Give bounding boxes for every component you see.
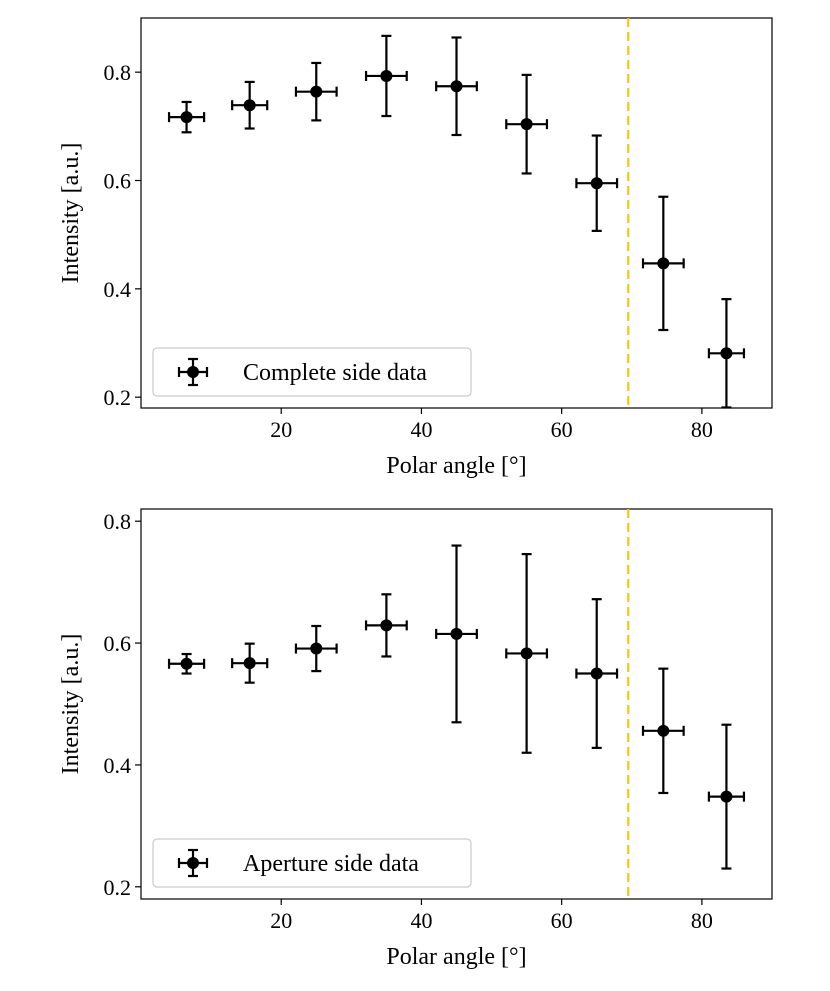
data-point-group	[435, 36, 478, 137]
x-tick-label: 80	[691, 417, 713, 442]
data-point-group	[231, 80, 269, 130]
x-tick-label: 40	[410, 417, 432, 442]
x-axis-label: Polar angle [°]	[386, 944, 526, 970]
data-point	[720, 790, 733, 803]
data-point-group	[294, 624, 338, 673]
legend-marker-point	[187, 366, 199, 378]
chart-panel-2: 20 40 60 80 0.2 0.4 0.6 0.8 Polar angle [°] Inten…	[58, 508, 773, 970]
data-point-group	[231, 642, 269, 684]
data-point-group	[364, 593, 408, 658]
y-tick-label: 0.2	[104, 385, 132, 410]
data-point	[720, 347, 733, 360]
legend-label: Aperture side data	[243, 851, 419, 877]
plot-frame	[140, 17, 773, 409]
x-tick-label: 40	[410, 908, 432, 933]
data-point	[180, 111, 193, 124]
data-point-group	[294, 61, 338, 122]
legend-label: Complete side data	[243, 360, 427, 386]
data-point	[380, 619, 393, 632]
y-tick-label: 0.8	[104, 60, 132, 85]
data-point-group	[707, 723, 746, 870]
data-point	[243, 99, 256, 112]
data-point-group	[167, 100, 206, 134]
y-tick-label: 0.6	[104, 169, 132, 194]
x-tick-label: 60	[551, 417, 573, 442]
legend-marker-point	[187, 857, 199, 869]
data-point-group	[641, 667, 685, 795]
series-1	[167, 544, 746, 870]
data-point-group	[364, 34, 408, 118]
data-point-group	[575, 134, 619, 232]
data-point-group	[435, 544, 478, 724]
x-tick-label: 20	[270, 908, 292, 933]
data-point	[450, 627, 463, 640]
data-point	[520, 647, 533, 660]
data-point	[180, 657, 193, 670]
data-point	[310, 642, 323, 655]
chart-panel-1: 20 40 60 80 0.2 0.4 0.6 0.8 Polar angle [°] Inten…	[58, 17, 773, 479]
y-tick-label: 0.4	[104, 753, 132, 778]
legend-box	[152, 838, 472, 888]
data-point	[657, 257, 670, 270]
y-tick-label: 0.8	[104, 509, 132, 534]
y-tick-label: 0.4	[104, 277, 132, 302]
data-point	[450, 80, 463, 93]
data-point	[520, 118, 533, 131]
data-point-group	[641, 195, 685, 332]
legend-box	[152, 347, 472, 397]
x-tick-label: 80	[691, 908, 713, 933]
data-point-group	[575, 598, 619, 749]
y-axis-label: Intensity [a.u.]	[58, 143, 84, 284]
data-point	[243, 657, 256, 670]
data-point-group	[505, 73, 549, 175]
data-point-group	[505, 552, 549, 754]
y-axis-label: Intensity [a.u.]	[58, 634, 84, 775]
legend: Aperture side data	[152, 838, 472, 888]
legend: Complete side data	[152, 347, 472, 397]
y-tick-label: 0.6	[104, 631, 132, 656]
x-axis-label: Polar angle [°]	[386, 453, 526, 479]
series-0	[167, 34, 746, 409]
plot-frame	[140, 508, 773, 900]
data-point-group	[167, 652, 206, 675]
x-tick-label: 60	[551, 908, 573, 933]
data-point	[380, 69, 393, 82]
y-tick-label: 0.2	[104, 875, 132, 900]
x-tick-label: 20	[270, 417, 292, 442]
data-point	[657, 724, 670, 737]
data-point	[590, 177, 603, 190]
data-point	[590, 667, 603, 680]
data-point-group	[707, 298, 746, 409]
data-point	[310, 85, 323, 98]
